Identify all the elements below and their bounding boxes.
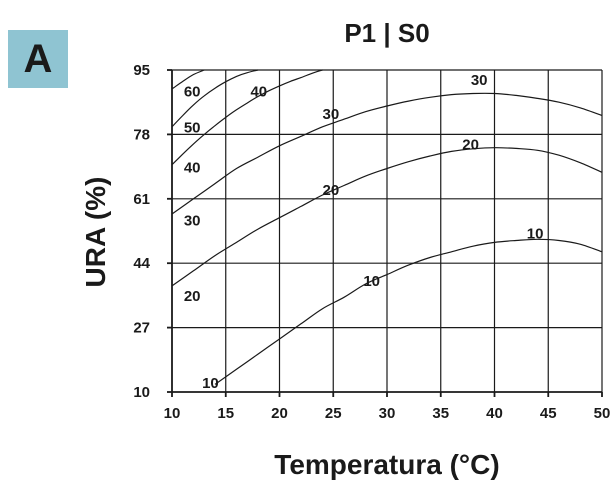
curve-label-30: 30	[471, 72, 488, 89]
curve-40	[171, 69, 323, 166]
x-tick-label-45: 45	[540, 405, 557, 422]
curve-label-60: 60	[184, 84, 201, 101]
curve-labels: 10 10 10 20 20 20 30 30 30 40 40 50 60	[184, 72, 544, 392]
y-tick-label-78: 78	[133, 126, 150, 143]
curve-20	[171, 147, 603, 287]
curve-10	[214, 238, 603, 385]
x-tick-label-25: 25	[325, 405, 342, 422]
x-tick-label-10: 10	[164, 405, 181, 422]
curve-label-10: 10	[363, 273, 380, 290]
grid	[172, 69, 603, 392]
x-tick-label-15: 15	[217, 405, 234, 422]
x-tick-label-50: 50	[594, 405, 611, 422]
curve-50	[171, 69, 259, 128]
curve-label-20: 20	[323, 182, 340, 199]
curve-30	[171, 92, 603, 215]
panel-badge: A	[8, 30, 68, 88]
curve-label-30: 30	[184, 212, 201, 229]
curve-label-50: 50	[184, 120, 201, 137]
y-tick-label-27: 27	[133, 320, 150, 337]
curve-label-40: 40	[250, 84, 267, 101]
y-tick-label-44: 44	[133, 255, 150, 272]
curves	[171, 69, 603, 385]
x-axis-title: Temperatura (°C)	[274, 449, 499, 480]
x-tick-label-30: 30	[379, 405, 396, 422]
chart-title: P1 | S0	[344, 18, 429, 48]
x-tick-label-35: 35	[432, 405, 449, 422]
curve-label-10: 10	[527, 226, 544, 243]
y-tick-label-10: 10	[133, 384, 150, 401]
y-tick-label-95: 95	[133, 62, 150, 79]
y-axis-title: URA (%)	[80, 177, 111, 288]
curve-label-30: 30	[323, 106, 340, 123]
curve-label-20: 20	[184, 288, 201, 305]
tick-labels: 10 15 20 25 30 35 40 45 50 10 27 44 61 78 95	[133, 62, 610, 422]
x-tick-label-20: 20	[271, 405, 288, 422]
curve-60	[171, 69, 205, 90]
curve-label-10: 10	[202, 375, 219, 392]
x-tick-label-40: 40	[486, 405, 503, 422]
curve-label-40: 40	[184, 159, 201, 176]
y-tick-label-61: 61	[133, 191, 150, 208]
curve-label-20: 20	[462, 137, 479, 154]
